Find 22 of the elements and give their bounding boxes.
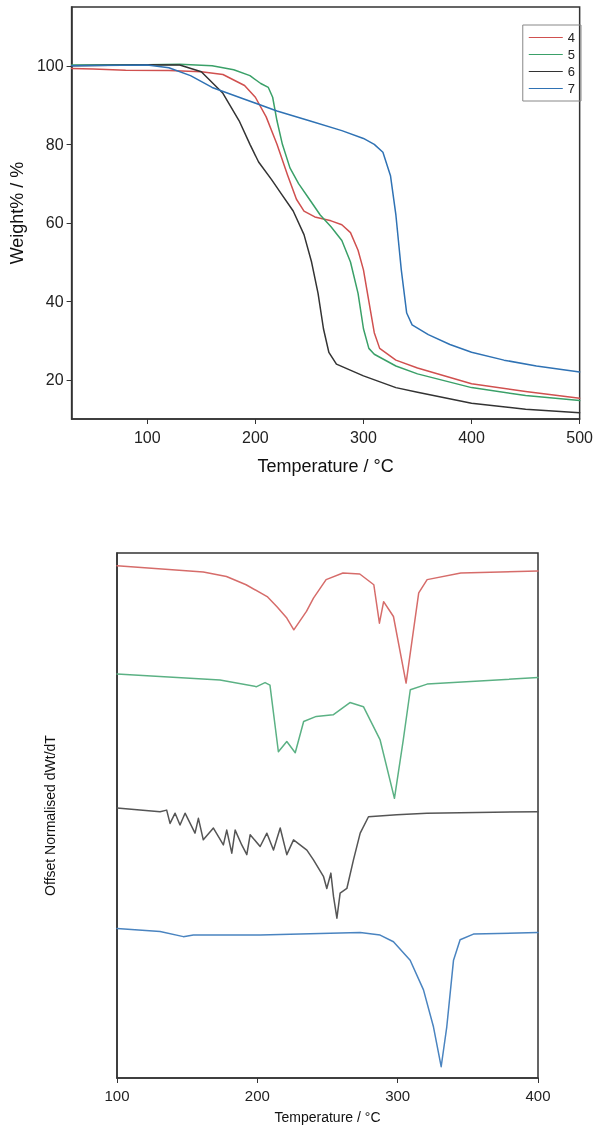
x-axis-title: Temperature / °C — [274, 1109, 381, 1125]
legend-label: 6 — [567, 64, 575, 79]
y-tick-label: 80 — [45, 135, 64, 153]
x-tick-label: 300 — [385, 1087, 411, 1104]
legend-label: 7 — [567, 81, 575, 96]
y-tick-label: 40 — [45, 292, 64, 310]
x-tick-label: 200 — [244, 1087, 270, 1104]
x-axis-title: Temperature / °C — [257, 456, 394, 476]
x-tick-label: 100 — [133, 428, 161, 446]
x-tick-label: 300 — [350, 428, 377, 446]
y-axis-title: Weight% / % — [7, 161, 27, 265]
y-tick-label: 20 — [45, 371, 64, 389]
y-tick-label: 60 — [45, 214, 64, 232]
y-axis-title: Offset Normalised dWt/dT — [42, 734, 58, 896]
x-tick-label: 200 — [242, 428, 269, 446]
x-tick-label: 500 — [566, 428, 594, 446]
x-tick-label: 400 — [525, 1087, 551, 1104]
x-tick-label: 100 — [104, 1087, 130, 1104]
legend-label: 4 — [567, 30, 575, 45]
legend-label: 5 — [567, 47, 575, 62]
y-tick-label: 100 — [36, 57, 64, 75]
x-tick-label: 400 — [458, 428, 485, 446]
